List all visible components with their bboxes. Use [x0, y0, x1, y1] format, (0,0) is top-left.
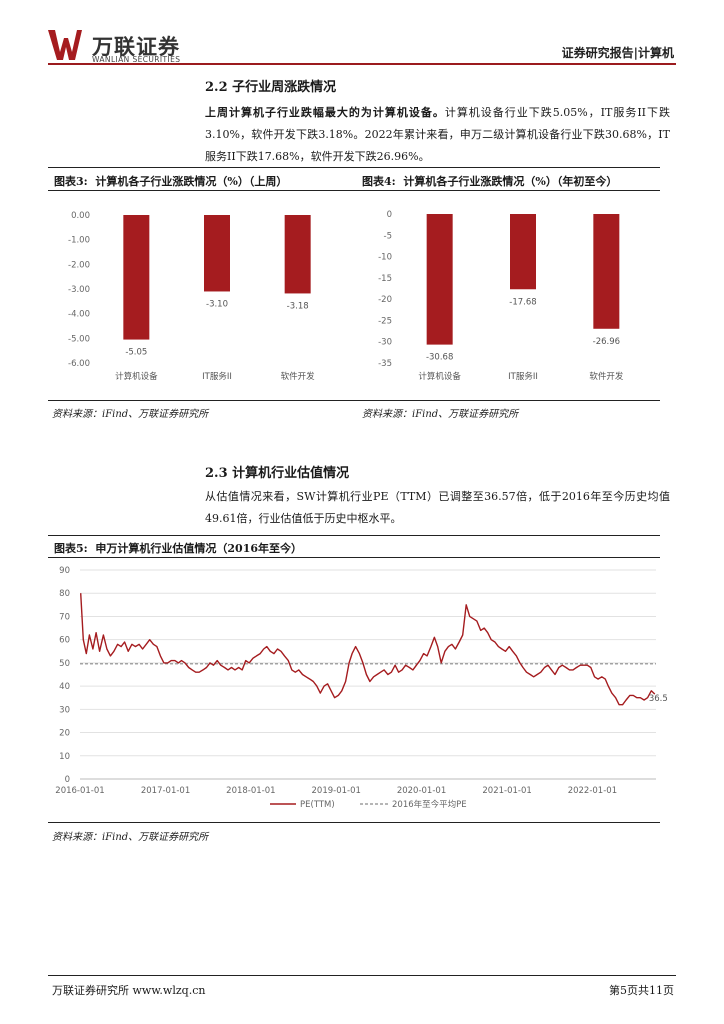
- fig5-xtick: 2019-01-01: [312, 786, 361, 796]
- fig4-source: 资料来源：iFind、万联证券研究所: [362, 409, 519, 420]
- fig5-ytick: 70: [59, 612, 70, 622]
- fig4-bar-chart: 0 -5 -10 -15 -20 -25 -30 -35 -30.68 计算机设备 -17.68 IT…: [378, 210, 624, 382]
- fig5-xtick: 2017-01-01: [141, 786, 190, 796]
- fig5-title: 申万计算机行业估值情况（2016年至今）: [95, 542, 303, 555]
- fig5-ytick: 90: [59, 566, 70, 576]
- fig5-title-rule: [48, 557, 660, 558]
- fig3-category-label: IT服务II: [202, 371, 232, 382]
- footer-divider: [48, 975, 676, 976]
- fig5-ytick: 0: [65, 775, 70, 785]
- section-title-2-2: 2.2 子行业周涨跌情况: [205, 80, 337, 95]
- fig3-ytick: -6.00: [68, 359, 90, 369]
- section-2-2-paragraph: 上周计算机子行业跌幅最大的为计算机设备。计算机设备行业下跌5.05%，IT服务I…: [205, 102, 670, 168]
- fig3-bar: [123, 215, 150, 340]
- fig5-pe-line: [80, 593, 656, 706]
- fig3-bottom-rule: [48, 400, 366, 401]
- fig3-ytick: -4.00: [68, 310, 90, 320]
- report-type: 证券研究报告|计算机: [561, 46, 674, 60]
- fig3-ytick: -1.00: [68, 236, 90, 246]
- fig4-ytick: -30: [378, 338, 392, 348]
- fig3-source: 资料来源：iFind、万联证券研究所: [52, 409, 209, 420]
- fig3-label: 图表3:: [54, 175, 88, 188]
- fig4-label: 图表4:: [362, 175, 396, 188]
- fig3-data-label: -3.18: [287, 301, 309, 311]
- section-2-3-paragraph: 从估值情况来看，SW计算机行业PE（TTM）已调整至36.57倍，低于2016年…: [205, 490, 670, 525]
- fig5-xtick: 2021-01-01: [482, 786, 531, 796]
- fig5-line-chart: 0 10 20 30 40 50 60 70 80 90 2016-01-01 2017-01-01 2…: [55, 566, 668, 810]
- footer-website: 万联证券研究所 www.wlzq.cn: [52, 984, 206, 997]
- fig3-title: 计算机各子行业涨跌情况（%）（上周）: [95, 175, 288, 188]
- fig4-category-label: 软件开发: [589, 371, 624, 382]
- fig5-top-rule: [48, 535, 660, 536]
- fig5-ytick: 30: [59, 705, 70, 715]
- fig3-bar: [204, 215, 230, 292]
- fig5-source: 资料来源：iFind、万联证券研究所: [52, 832, 209, 843]
- logo-chinese-name: 万联证券: [92, 35, 180, 59]
- fig4-data-label: -17.68: [509, 297, 536, 307]
- fig5-bottom-rule: [48, 822, 660, 823]
- header-divider: [48, 63, 676, 65]
- fig5-ytick: 50: [59, 659, 70, 669]
- fig4-ytick: 0: [387, 210, 392, 220]
- fig5-ytick: 40: [59, 682, 70, 692]
- fig3-category-label: 软件开发: [281, 371, 316, 382]
- fig4-bottom-rule: [358, 400, 660, 401]
- fig5-legend-pe-label: PE(TTM): [300, 800, 335, 810]
- fig4-top-rule: [358, 167, 660, 168]
- fig3-category-label: 计算机设备: [115, 371, 158, 382]
- fig4-ytick: -25: [378, 316, 392, 326]
- fig4-bar: [510, 214, 536, 290]
- fig4-title-row: 图表4: 计算机各子行业涨跌情况（%）（年初至今）: [362, 173, 617, 189]
- fig3-ytick: -3.00: [68, 285, 90, 295]
- fig3-bar-chart: 0.00 -1.00 -2.00 -3.00 -4.00 -5.00 -6.00 -5.05 计…: [68, 211, 316, 382]
- fig4-ytick: -15: [378, 274, 392, 284]
- logo-english-name: WANLIAN SECURITIES: [92, 55, 181, 64]
- fig4-ytick: -10: [378, 253, 392, 263]
- para-body: 计算机设备行业下跌5.05%，IT服务II下跌3.10%，软件开发下跌3.18%…: [205, 106, 670, 163]
- fig3-ytick: -2.00: [68, 260, 90, 270]
- fig4-bar: [593, 214, 620, 329]
- fig4-ytick: -35: [378, 359, 392, 369]
- fig4-bar: [426, 214, 453, 345]
- fig5-title-row: 图表5: 申万计算机行业估值情况（2016年至今）: [54, 540, 302, 556]
- fig3-title-row: 图表3: 计算机各子行业涨跌情况（%）（上周）: [54, 173, 287, 189]
- fig3-ytick: 0.00: [71, 211, 90, 221]
- fig5-xtick: 2022-01-01: [568, 786, 617, 796]
- fig4-ytick: -5: [384, 231, 392, 241]
- fig5-ytick: 80: [59, 589, 70, 599]
- fig4-title: 计算机各子行业涨跌情况（%）（年初至今）: [403, 175, 618, 188]
- fig5-ytick: 20: [59, 729, 70, 739]
- fig4-data-label: -26.96: [593, 337, 620, 347]
- fig4-category-label: 计算机设备: [418, 371, 461, 382]
- fig4-data-label: -30.68: [426, 353, 453, 363]
- fig3-data-label: -5.05: [125, 348, 147, 358]
- fig4-title-rule: [358, 190, 660, 191]
- para-bold-lead: 上周计算机子行业跌幅最大的为计算机设备。: [205, 106, 445, 119]
- section-title-2-3: 2.3 计算机行业估值情况: [205, 466, 350, 481]
- fig5-legend-avg-label: 2016年至今平均PE: [392, 799, 467, 810]
- fig5-end-label: 36.57: [649, 694, 668, 704]
- page-number: 第5页共11页: [609, 984, 674, 997]
- fig4-category-label: IT服务II: [508, 371, 538, 382]
- fig5-xtick: 2016-01-01: [55, 786, 104, 796]
- fig3-bar: [284, 215, 311, 294]
- logo-w-icon: [48, 30, 82, 60]
- fig5-label: 图表5:: [54, 542, 88, 555]
- fig5-ytick: 10: [59, 752, 70, 762]
- fig5-xtick: 2020-01-01: [397, 786, 446, 796]
- fig3-ytick: -5.00: [68, 334, 90, 344]
- fig3-top-rule: [48, 167, 366, 168]
- fig5-ytick: 60: [59, 636, 70, 646]
- fig4-ytick: -20: [378, 295, 392, 305]
- fig5-xtick: 2018-01-01: [226, 786, 275, 796]
- fig3-data-label: -3.10: [206, 299, 228, 309]
- fig3-title-rule: [48, 190, 366, 191]
